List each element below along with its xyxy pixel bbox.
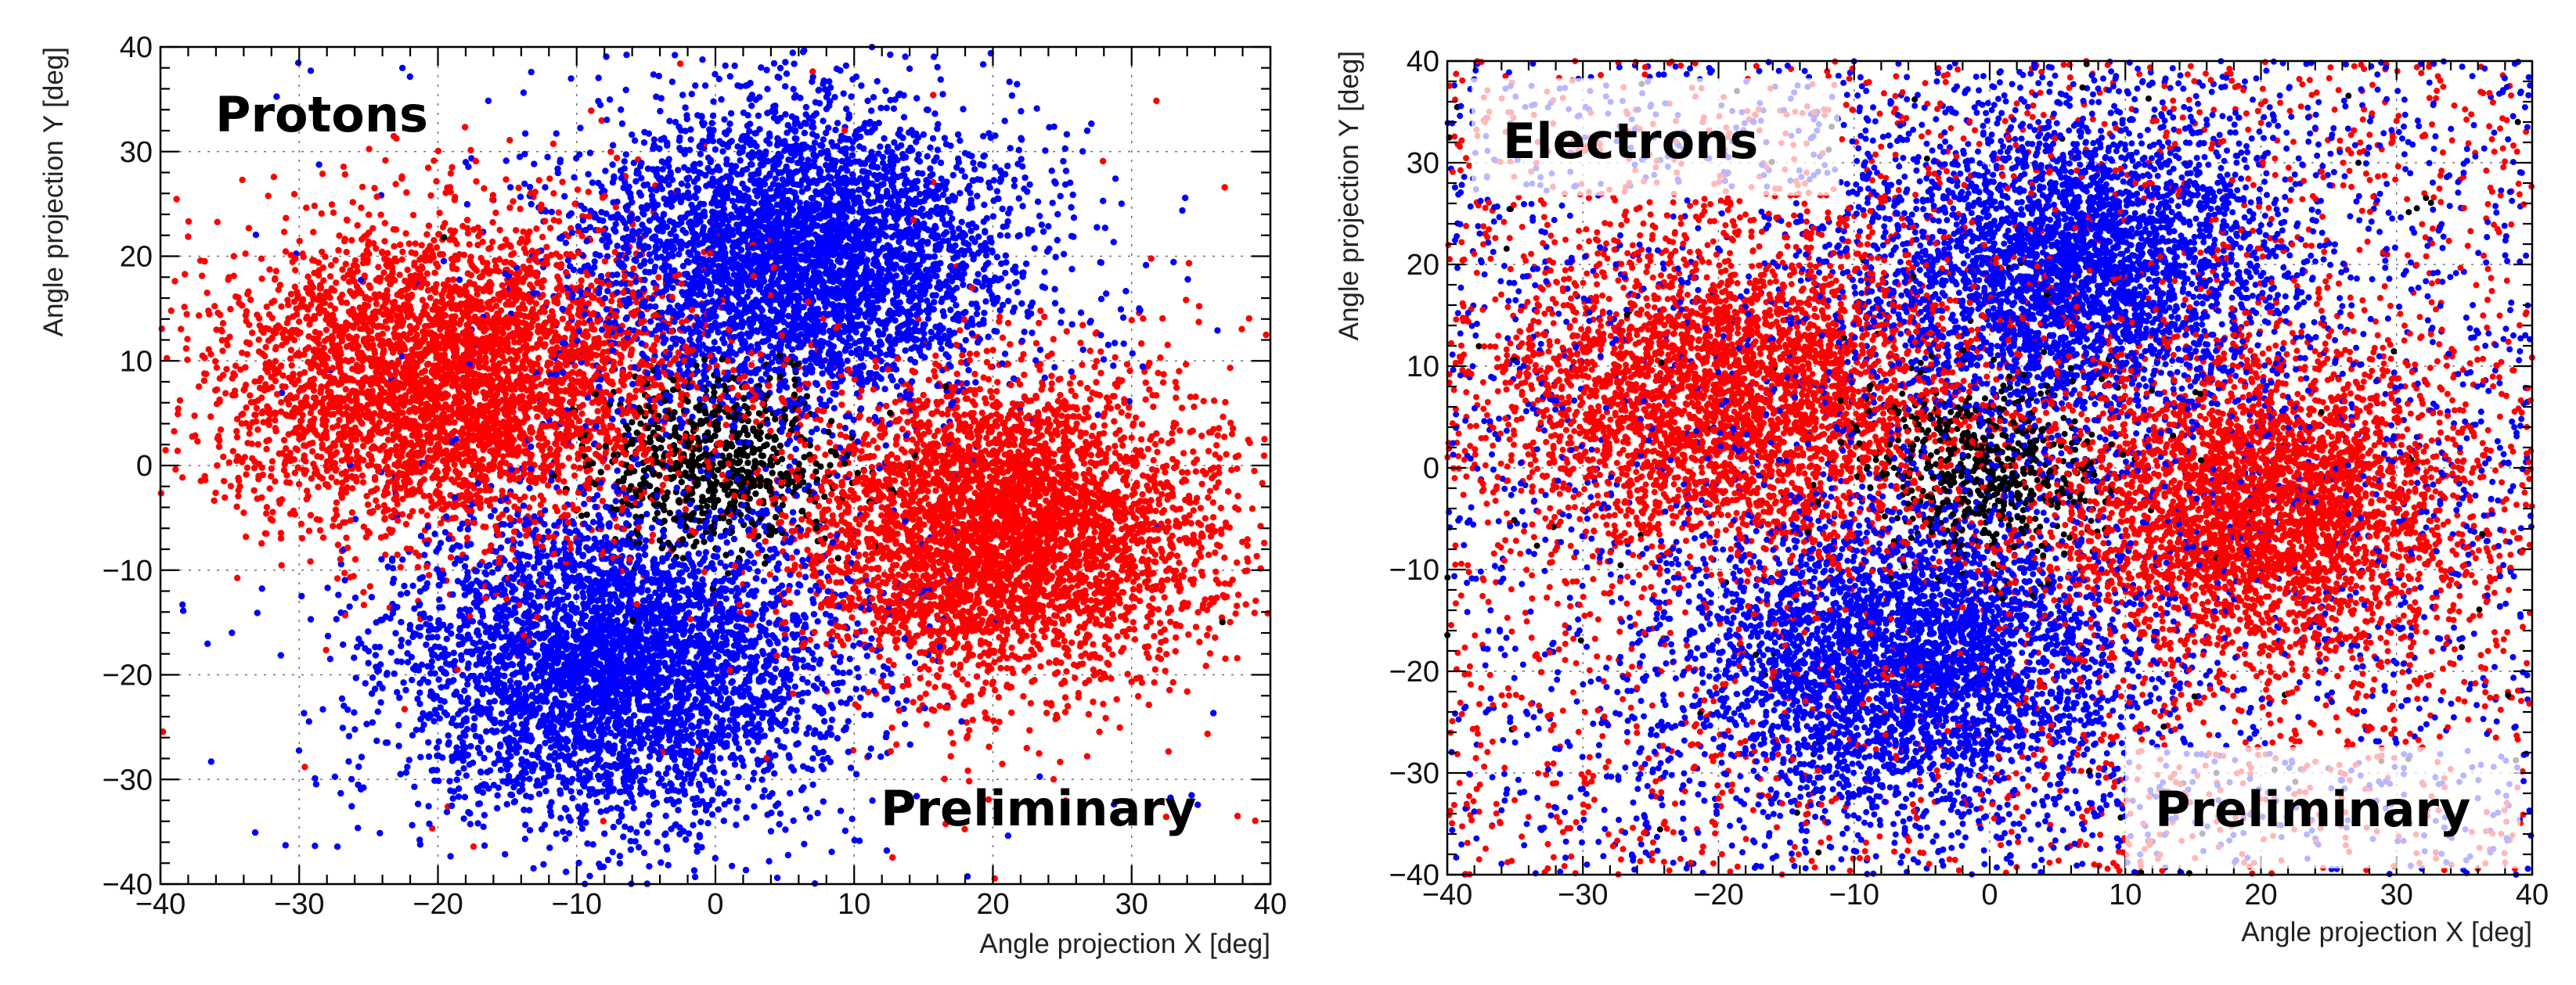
scatter-point	[1068, 321, 1075, 327]
scatter-point	[1062, 146, 1068, 152]
scatter-point	[776, 821, 782, 827]
scatter-point	[523, 749, 529, 755]
scatter-point	[1112, 175, 1119, 182]
scatter-point	[732, 63, 738, 69]
scatter-point	[328, 262, 334, 268]
scatter-point	[546, 175, 553, 182]
scatter-point	[731, 536, 737, 542]
scatter-point	[1204, 632, 1210, 638]
scatter-point	[1088, 120, 1094, 127]
scatter-point	[980, 133, 986, 139]
scatter-point	[231, 253, 237, 259]
scatter-point	[792, 684, 798, 690]
scatter-point	[421, 552, 427, 558]
scatter-point	[1111, 340, 1118, 346]
scatter-point	[1077, 340, 1083, 346]
scatter-point	[431, 718, 437, 724]
scatter-point	[817, 656, 823, 663]
scatter-point	[750, 404, 756, 410]
scatter-point	[1158, 437, 1164, 444]
scatter-point	[873, 364, 879, 370]
scatter-point	[391, 226, 397, 232]
scatter-point	[283, 215, 289, 221]
protons-panel: −40 −30 −20 −10 0 10 20 30 40 −40−30−20−10010203…	[38, 31, 1287, 959]
scatter-point	[587, 149, 593, 156]
scatter-point	[822, 451, 828, 458]
scatter-point	[663, 813, 669, 819]
scatter-point	[212, 490, 218, 496]
scatter-point	[577, 124, 583, 131]
scatter-point	[1160, 371, 1166, 377]
scatter-points	[158, 44, 1271, 887]
scatter-point	[870, 94, 877, 100]
scatter-point	[1037, 663, 1043, 670]
scatter-point	[494, 805, 500, 811]
scatter-point	[772, 575, 778, 581]
scatter-point	[381, 238, 387, 244]
scatter-point	[985, 333, 992, 340]
scatter-point	[974, 674, 980, 680]
scatter-point	[1000, 206, 1006, 212]
scatter-point	[1091, 529, 1097, 535]
scatter-point	[1184, 469, 1191, 476]
scatter-point	[337, 790, 344, 796]
scatter-point	[1034, 106, 1040, 112]
scatter-point	[726, 120, 733, 127]
scatter-point	[415, 800, 421, 807]
scatter-point	[877, 143, 883, 149]
figure: −40 −30 −20 −10 0 10 20 30 40 −40−30−20−10010203…	[0, 0, 2576, 985]
scatter-point	[704, 820, 711, 826]
scatter-point	[406, 757, 413, 763]
scatter-point	[864, 652, 870, 659]
scatter-point	[503, 157, 510, 164]
scatter-point	[578, 411, 585, 417]
scatter-point	[214, 219, 221, 225]
scatter-point	[903, 347, 909, 354]
scatter-point	[856, 674, 862, 680]
scatter-point	[407, 74, 413, 80]
scatter-point	[355, 222, 361, 228]
scatter-point	[1046, 660, 1052, 666]
scatter-point	[796, 571, 802, 577]
scatter-point	[1002, 351, 1008, 357]
scatter-point	[610, 849, 616, 855]
scatter-point	[1173, 394, 1179, 401]
scatter-point	[948, 729, 954, 735]
scatter-point	[181, 304, 187, 310]
scatter-point	[807, 637, 813, 643]
scatter-point	[584, 840, 590, 847]
scatter-point	[641, 277, 647, 283]
scatter-point	[244, 465, 250, 471]
scatter-point	[601, 830, 607, 836]
scatter-point	[697, 818, 704, 825]
scatter-point	[543, 244, 549, 250]
scatter-point	[777, 443, 784, 449]
scatter-point	[515, 185, 521, 191]
scatter-point	[1246, 315, 1252, 322]
scatter-point	[1124, 670, 1130, 677]
scatter-point	[335, 541, 341, 548]
scatter-point	[517, 206, 523, 212]
scatter-point	[877, 653, 883, 660]
scatter-point	[327, 273, 333, 279]
scatter-point	[571, 463, 577, 469]
scatter-point	[989, 681, 996, 687]
scatter-point	[1146, 702, 1152, 708]
scatter-point	[1101, 356, 1107, 362]
scatter-point	[576, 418, 582, 424]
scatter-point	[246, 225, 252, 231]
scatter-point	[329, 201, 335, 207]
scatter-point	[182, 271, 188, 277]
scatter-point	[1004, 163, 1011, 169]
